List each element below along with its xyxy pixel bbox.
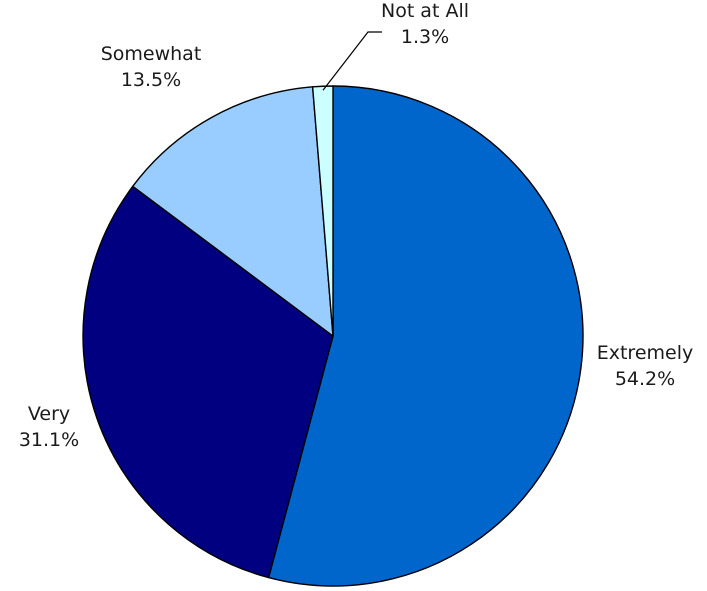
slice-percent: 13.5% bbox=[121, 69, 181, 91]
leader-lines bbox=[322, 31, 382, 91]
slice-category: Very bbox=[28, 403, 70, 425]
pie-slice-somewhat bbox=[132, 86, 334, 337]
slice-label-not-at-all: Not at All 1.3% bbox=[381, 0, 469, 48]
pie-slice-extremely bbox=[267, 85, 584, 587]
slice-label-very: Very 31.1% bbox=[19, 403, 79, 451]
slice-category: Somewhat bbox=[101, 43, 202, 65]
slice-category: Extremely bbox=[597, 342, 694, 364]
slice-label-extremely: Extremely 54.2% bbox=[597, 342, 694, 390]
slice-labels: Extremely 54.2% Very 31.1% Somewhat 13.5% Not … bbox=[19, 0, 693, 451]
pie-slice-very bbox=[82, 185, 334, 579]
leader-line-not-at-all bbox=[322, 31, 382, 91]
pie-slices bbox=[82, 85, 584, 587]
pie-slice-not-at-all bbox=[311, 85, 334, 337]
slice-percent: 31.1% bbox=[19, 429, 79, 451]
slice-label-somewhat: Somewhat 13.5% bbox=[101, 43, 202, 91]
slice-category: Not at All bbox=[381, 0, 469, 22]
slice-percent: 54.2% bbox=[615, 368, 675, 390]
slice-percent: 1.3% bbox=[401, 26, 449, 48]
